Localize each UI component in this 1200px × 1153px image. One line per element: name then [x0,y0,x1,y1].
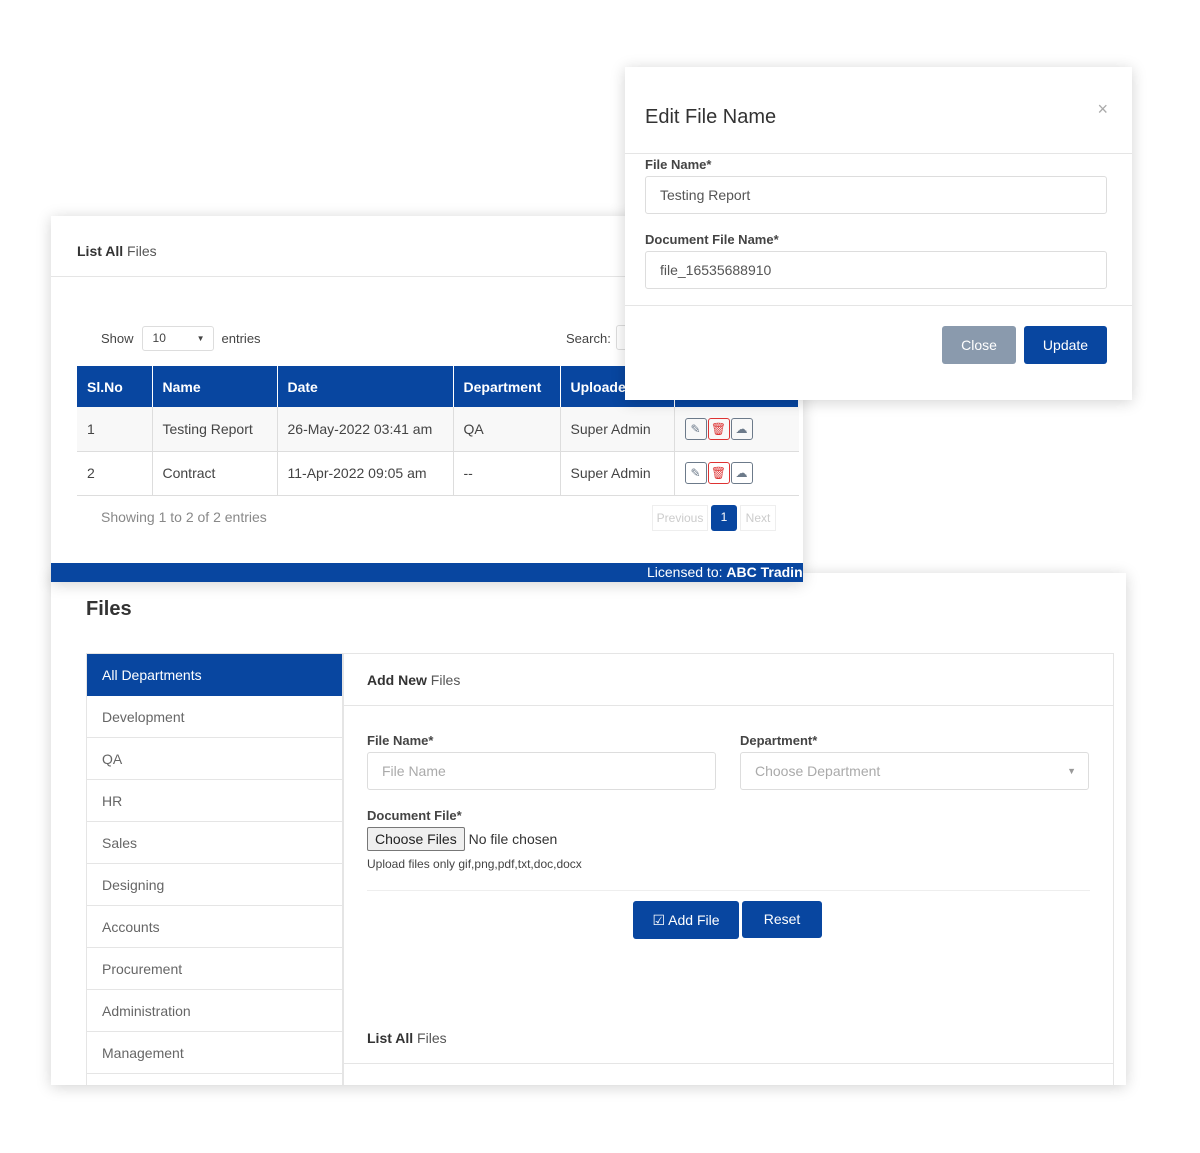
list-files-title: List All Files [367,1030,447,1046]
files-table: Sl.No Name Date Department Uploaded By 1… [77,366,799,496]
col-department[interactable]: Department [453,366,561,407]
no-file-text: No file chosen [468,831,558,847]
dept-administration[interactable]: Administration [87,990,342,1032]
cell-department: QA [453,407,561,452]
cell-uploaded-by: Super Admin [560,451,675,496]
cell-name: Contract [152,451,278,496]
reset-button[interactable]: Reset [742,901,822,938]
modal-title: Edit File Name [645,106,777,128]
trash-icon[interactable]: 🗑 [707,462,730,484]
table-row: 2 Contract 11-Apr-2022 09:05 am -- Super… [77,451,799,496]
edit-icon[interactable]: ✎ [684,462,707,484]
files-page: Files All Departments Development QA HR … [51,573,1126,1085]
modal-doc-name-input[interactable]: file_16535688910 [645,251,1107,289]
upload-hint: Upload files only gif,png,pdf,txt,doc,do… [367,857,582,871]
department-list: All Departments Development QA HR Sales … [86,653,343,1085]
document-file-label: Document File* [367,808,462,823]
cloud-download-icon[interactable]: ☁ [730,462,753,484]
department-select[interactable]: Choose Department ▼ [740,752,1089,790]
dept-development[interactable]: Development [87,696,342,738]
cell-date: 11-Apr-2022 09:05 am [277,451,454,496]
dept-management[interactable]: Management [87,1032,342,1074]
choose-files-button[interactable]: Choose Files [367,827,465,851]
add-file-button[interactable]: ☑ Add File [633,901,739,939]
add-files-panel: Add New Files File Name* File Name Depar… [343,653,1114,1085]
cloud-download-icon[interactable]: ☁ [730,417,753,440]
cell-uploaded-by: Super Admin [560,407,675,452]
modal-file-name-input[interactable]: Testing Report [645,176,1107,214]
edit-file-modal: Edit File Name × File Name* Testing Repo… [625,67,1132,400]
col-date[interactable]: Date [277,366,454,407]
dept-designing[interactable]: Designing [87,864,342,906]
dept-accounts[interactable]: Accounts [87,906,342,948]
update-button[interactable]: Update [1024,326,1107,364]
previous-button[interactable]: Previous [652,505,708,531]
modal-file-name-label: File Name* [645,157,712,172]
caret-down-icon: ▼ [1067,766,1076,776]
close-button[interactable]: Close [942,326,1016,364]
add-files-title: Add New Files [367,672,461,688]
col-slno[interactable]: Sl.No [77,366,153,407]
list-card-title: List All Files [77,243,157,259]
cell-no: 2 [77,451,153,496]
dept-sales[interactable]: Sales [87,822,342,864]
table-row: 1 Testing Report 26-May-2022 03:41 am QA… [77,407,799,452]
file-name-label: File Name* [367,733,434,748]
modal-doc-name-label: Document File Name* [645,232,779,247]
page-1-button[interactable]: 1 [711,505,737,531]
entries-select[interactable]: 10 ▼ [141,326,214,351]
cell-date: 26-May-2022 03:41 am [277,407,454,452]
dept-all[interactable]: All Departments [87,654,342,696]
entries-label: entries [221,331,261,346]
dept-qa[interactable]: QA [87,738,342,780]
cell-no: 1 [77,407,153,452]
edit-icon[interactable]: ✎ [684,417,707,440]
trash-icon[interactable]: 🗑 [707,417,730,440]
department-label: Department* [740,733,818,748]
col-name[interactable]: Name [152,366,278,407]
close-icon[interactable]: × [1097,99,1108,119]
cell-department: -- [453,451,561,496]
cell-name: Testing Report [152,407,278,452]
page-title: Files [86,598,132,620]
caret-down-icon: ▼ [196,334,205,343]
dept-procurement[interactable]: Procurement [87,948,342,990]
file-name-input[interactable]: File Name [367,752,716,790]
next-button[interactable]: Next [740,505,776,531]
dept-hr[interactable]: HR [87,780,342,822]
search-label: Search: [566,331,611,346]
checkbox-icon: ☑ [652,912,666,928]
dept-more[interactable] [87,1074,342,1085]
license-footer: Licensed to: ABC Trading [51,563,803,582]
showing-info: Showing 1 to 2 of 2 entries [101,509,267,525]
show-label: Show [101,331,134,346]
